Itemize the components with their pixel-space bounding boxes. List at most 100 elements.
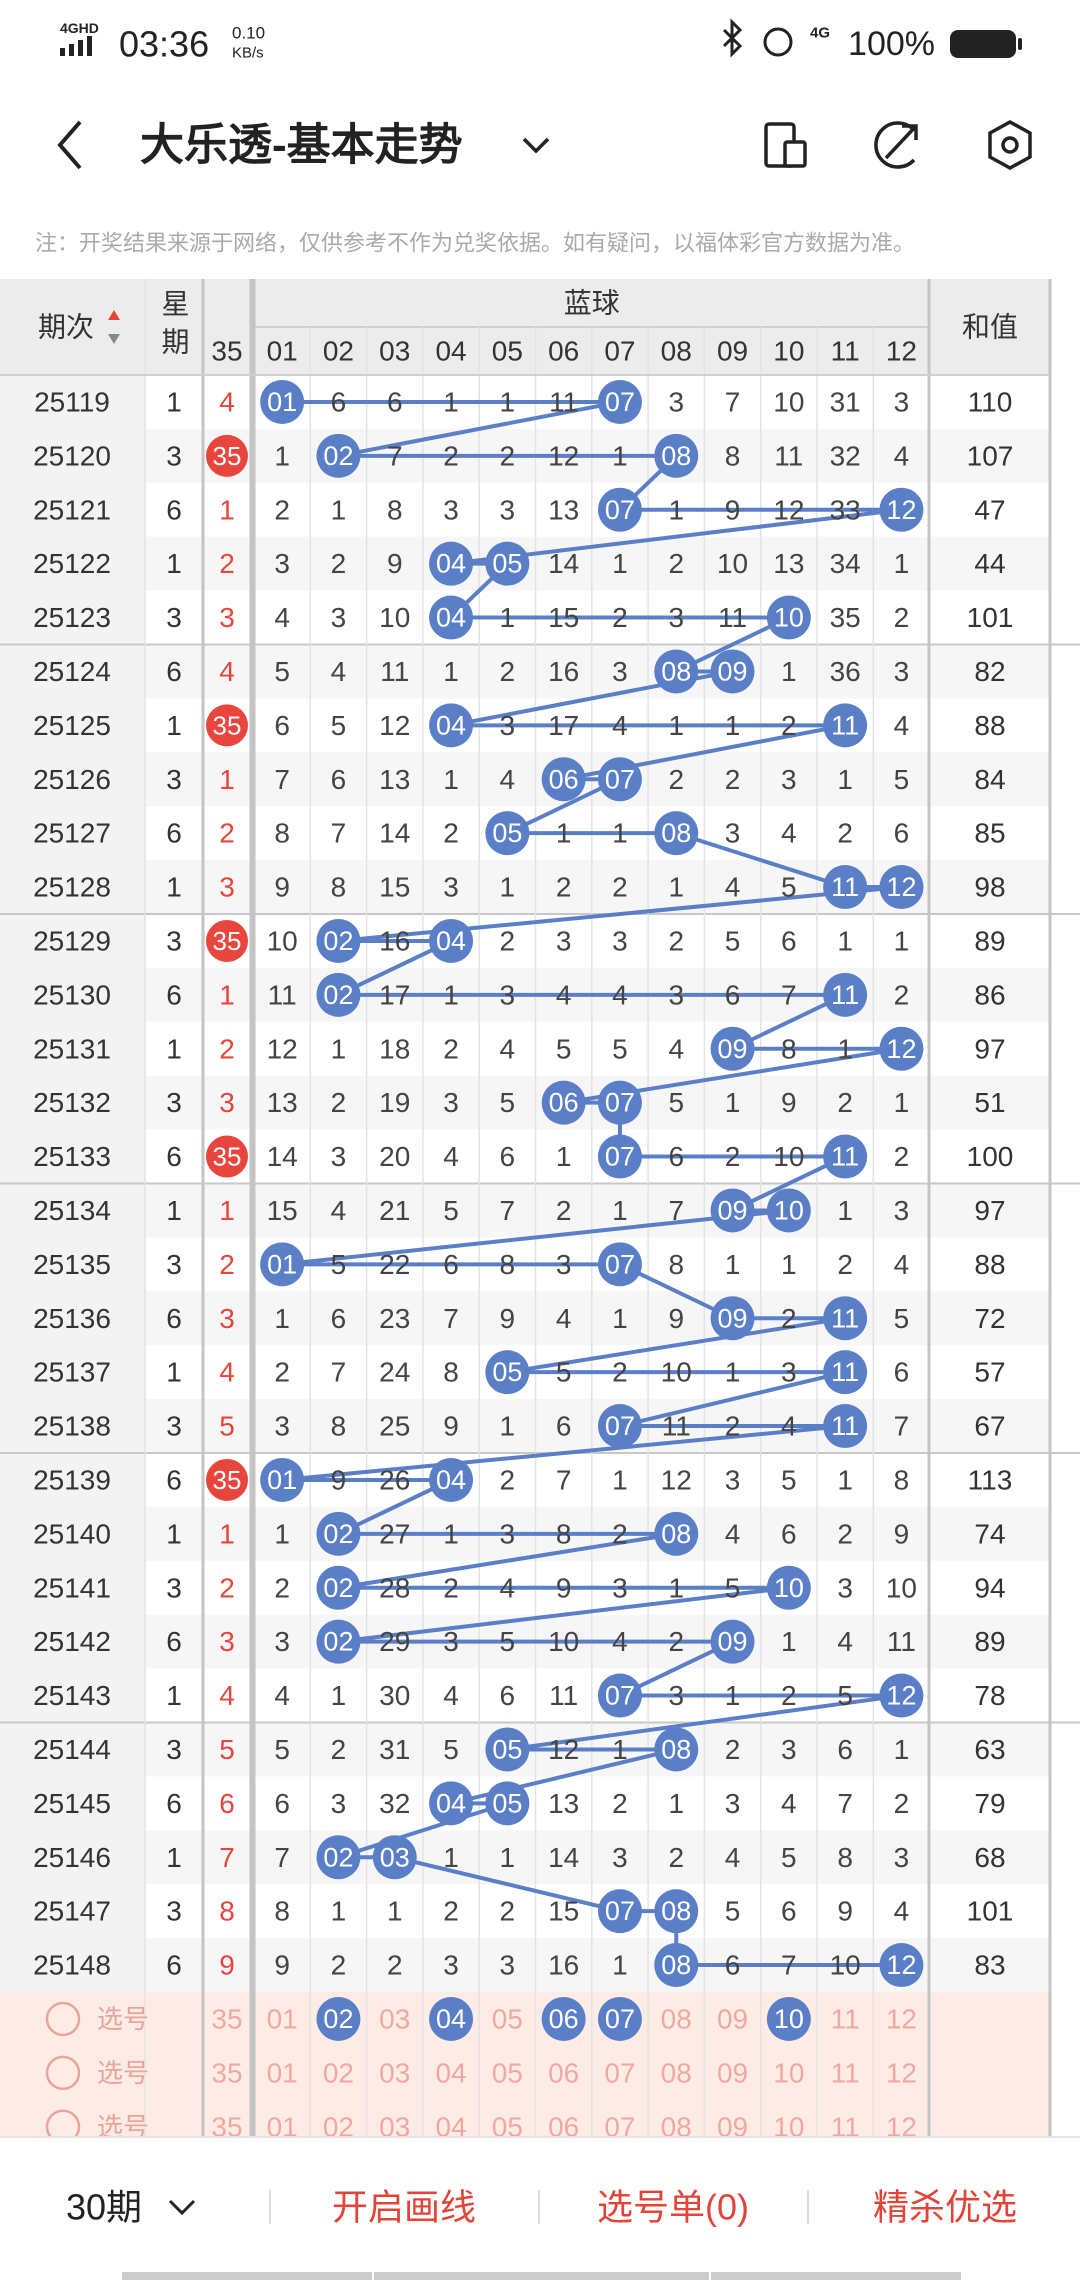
blue-ball bbox=[429, 918, 474, 963]
miss-count: 13 bbox=[548, 1788, 579, 1819]
home-indicator bbox=[374, 2272, 709, 2280]
weekday: 1 bbox=[166, 386, 182, 417]
periods-selector[interactable]: 30期 bbox=[66, 2187, 142, 2228]
picked-number[interactable]: 02 bbox=[323, 2004, 353, 2034]
select-number[interactable]: 35 bbox=[211, 2057, 242, 2088]
header-number: 10 bbox=[773, 336, 804, 367]
miss-count: 12 bbox=[267, 1033, 298, 1064]
picked-ball[interactable] bbox=[316, 1996, 361, 2041]
periods-chevron[interactable] bbox=[168, 2199, 196, 2216]
miss-count: 3 bbox=[500, 1518, 516, 1549]
miss-count: 14 bbox=[548, 1842, 579, 1873]
miss-count: 1 bbox=[837, 1033, 853, 1064]
picked-ball[interactable] bbox=[429, 1996, 474, 2041]
back-miss: 3 bbox=[219, 1303, 235, 1334]
select-number[interactable]: 06 bbox=[548, 2057, 579, 2088]
sum: 84 bbox=[974, 764, 1005, 795]
select-number[interactable]: 03 bbox=[379, 2057, 410, 2088]
blue-ball-number: 09 bbox=[718, 1195, 748, 1225]
back-button[interactable] bbox=[57, 120, 82, 170]
miss-count: 15 bbox=[548, 602, 579, 633]
select-number[interactable]: 11 bbox=[831, 2003, 860, 2034]
miss-count: 1 bbox=[612, 440, 628, 471]
miss-count: 17 bbox=[379, 979, 410, 1010]
select-number[interactable]: 12 bbox=[886, 2057, 917, 2088]
weekday: 6 bbox=[166, 818, 182, 849]
select-radio bbox=[45, 2055, 81, 2091]
period: 25120 bbox=[33, 440, 111, 471]
export-icon[interactable] bbox=[874, 121, 918, 169]
blue-ball-number: 02 bbox=[323, 980, 353, 1010]
select-number[interactable]: 04 bbox=[435, 2057, 466, 2088]
miss-count: 1 bbox=[387, 1896, 403, 1927]
miss-count: 34 bbox=[830, 548, 861, 579]
miss-count: 6 bbox=[894, 818, 910, 849]
miss-count: 3 bbox=[894, 1842, 910, 1873]
blue-ball-number: 02 bbox=[323, 1627, 353, 1657]
selection-bg bbox=[0, 1992, 1050, 2137]
select-number[interactable]: 11 bbox=[831, 2057, 860, 2088]
miss-count: 5 bbox=[725, 1896, 741, 1927]
draw-lines-button[interactable]: 开启画线 bbox=[332, 2187, 476, 2228]
select-number[interactable]: 05 bbox=[492, 2057, 523, 2088]
pick-list-button[interactable]: 选号单(0) bbox=[597, 2187, 749, 2228]
select-number[interactable]: 03 bbox=[379, 2003, 410, 2034]
blue-ball bbox=[879, 1673, 924, 1718]
picked-ball[interactable] bbox=[541, 1996, 586, 2041]
title-dropdown[interactable] bbox=[522, 137, 550, 154]
weekday: 3 bbox=[166, 1896, 182, 1927]
select-number[interactable]: 08 bbox=[661, 2057, 692, 2088]
miss-count: 6 bbox=[837, 1734, 853, 1765]
select-number[interactable]: 35 bbox=[211, 2003, 242, 2034]
period: 25131 bbox=[33, 1033, 111, 1064]
miss-count: 4 bbox=[500, 764, 516, 795]
period: 25124 bbox=[33, 656, 111, 687]
miss-count: 9 bbox=[668, 1303, 684, 1334]
miss-count: 5 bbox=[612, 1033, 628, 1064]
weekday: 1 bbox=[166, 1518, 182, 1549]
period: 25134 bbox=[33, 1195, 111, 1226]
picked-number[interactable]: 07 bbox=[605, 2004, 635, 2034]
blue-ball-number: 09 bbox=[718, 1034, 748, 1064]
period: 25135 bbox=[33, 1249, 111, 1280]
weekday: 6 bbox=[166, 656, 182, 687]
miss-count: 3 bbox=[556, 925, 572, 956]
select-number[interactable]: 12 bbox=[886, 2003, 917, 2034]
header-number: 02 bbox=[323, 336, 354, 367]
miss-count: 8 bbox=[274, 1896, 290, 1927]
kill-button[interactable]: 精杀优选 bbox=[873, 2187, 1017, 2228]
blue-ball bbox=[654, 1943, 699, 1988]
blue-ball-number: 11 bbox=[831, 710, 859, 740]
settings-icon[interactable] bbox=[988, 120, 1032, 170]
picked-number[interactable]: 10 bbox=[774, 2004, 804, 2034]
miss-count: 21 bbox=[379, 1195, 410, 1226]
picked-ball[interactable] bbox=[766, 1996, 811, 2041]
miss-count: 6 bbox=[556, 1411, 572, 1442]
miss-count: 5 bbox=[500, 1626, 516, 1657]
picked-number[interactable]: 06 bbox=[549, 2004, 579, 2034]
select-number[interactable]: 07 bbox=[604, 2057, 635, 2088]
page-title[interactable]: 大乐透-基本走势 bbox=[140, 121, 463, 170]
select-number[interactable]: 05 bbox=[492, 2003, 523, 2034]
miss-count: 8 bbox=[331, 1411, 347, 1442]
sum: 72 bbox=[974, 1303, 1005, 1334]
select-number[interactable]: 09 bbox=[717, 2057, 748, 2088]
share-icon[interactable] bbox=[764, 122, 807, 168]
miss-count: 2 bbox=[500, 1464, 516, 1495]
miss-count: 1 bbox=[781, 1626, 797, 1657]
select-number[interactable]: 02 bbox=[323, 2057, 354, 2088]
select-number[interactable]: 01 bbox=[267, 2003, 298, 2034]
picked-number[interactable]: 04 bbox=[436, 2004, 466, 2034]
select-number[interactable]: 01 bbox=[267, 2057, 298, 2088]
miss-count: 1 bbox=[612, 548, 628, 579]
select-number[interactable]: 09 bbox=[717, 2003, 748, 2034]
miss-count: 7 bbox=[556, 1464, 572, 1495]
miss-count: 24 bbox=[379, 1357, 410, 1388]
select-number[interactable]: 08 bbox=[661, 2003, 692, 2034]
picked-ball[interactable] bbox=[597, 1996, 642, 2041]
select-number[interactable]: 10 bbox=[773, 2057, 804, 2088]
network: 4GHD bbox=[60, 20, 99, 36]
